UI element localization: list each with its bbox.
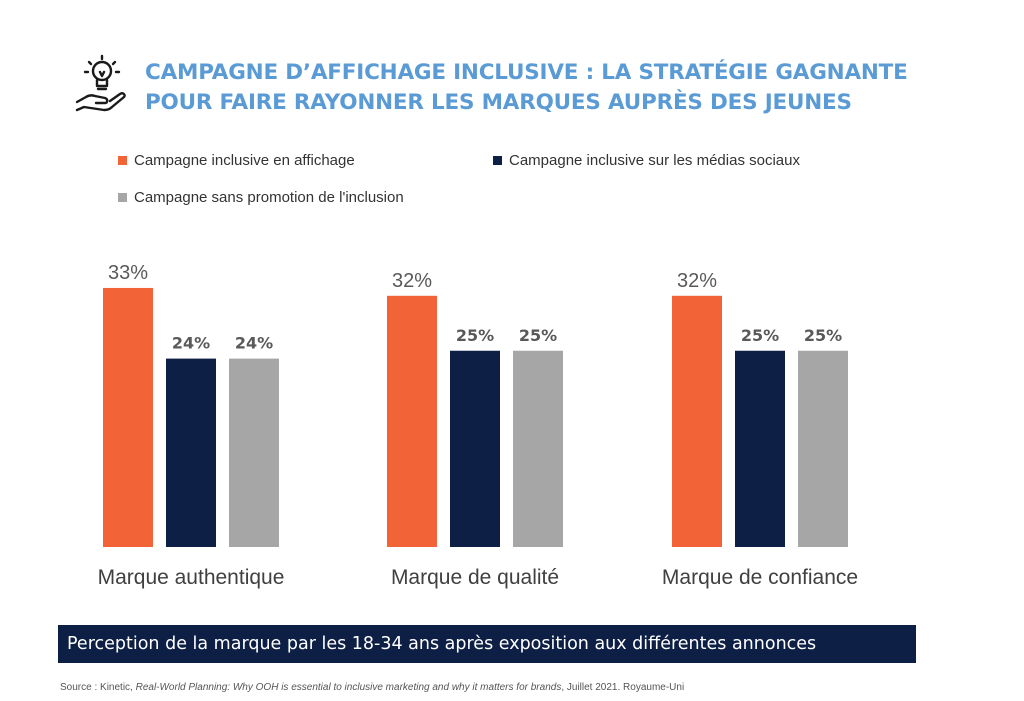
bar-qualite-affichage [387,295,437,547]
legend-swatch-sans-promotion [118,193,127,202]
title-line-1: CAMPAGNE D’AFFICHAGE INCLUSIVE : LA STRA… [145,60,908,85]
chart-title: CAMPAGNE D’AFFICHAGE INCLUSIVE : LA STRA… [145,58,965,118]
data-label-confiance-sans-promotion: 25% [804,326,842,345]
data-label-qualite-medias-sociaux: 25% [456,326,494,345]
data-label-confiance-affichage: 32% [677,270,717,292]
legend-label-sans-promotion: Campagne sans promotion de l'inclusion [134,189,404,206]
legend-swatch-medias-sociaux [493,156,502,165]
lightbulb-in-hand-icon [75,54,126,112]
legend-item-medias-sociaux: Campagne inclusive sur les médias sociau… [493,152,800,169]
source-suffix: , Juillet 2021. Royaume-Uni [561,682,685,693]
chart-caption-banner: Perception de la marque par les 18-34 an… [58,625,916,663]
bar-authentique-sans-promotion [229,358,279,547]
category-label-confiance: Marque de confiance [662,566,858,589]
source-title: Real-World Planning: Why OOH is essentia… [135,682,562,693]
data-label-qualite-affichage: 32% [392,270,432,292]
legend-item-sans-promotion: Campagne sans promotion de l'inclusion [118,189,404,206]
bar-authentique-affichage [103,287,153,547]
bar-qualite-sans-promotion [513,350,563,547]
bar-qualite-medias-sociaux [450,350,500,547]
bar-confiance-affichage [672,295,722,547]
data-label-authentique-sans-promotion: 24% [235,334,273,353]
bar-confiance-medias-sociaux [735,350,785,547]
title-line-2: POUR FAIRE RAYONNER LES MARQUES AUPRÈS D… [145,90,852,115]
category-label-authentique: Marque authentique [98,566,285,589]
bar-authentique-medias-sociaux [166,358,216,547]
category-label-qualite: Marque de qualité [391,566,559,589]
data-label-authentique-medias-sociaux: 24% [172,334,210,353]
legend-swatch-affichage [118,156,127,165]
source-note: Source : Kinetic, Real-World Planning: W… [60,682,960,693]
legend: Campagne inclusive en affichage Campagne… [118,152,918,212]
bar-confiance-sans-promotion [798,350,848,547]
bar-chart: 33% 24% 24% Marque authentique 32% 25% 25% Marq… [98,262,858,589]
legend-item-affichage: Campagne inclusive en affichage [118,152,355,169]
source-prefix: Source : Kinetic, [60,682,136,693]
data-label-qualite-sans-promotion: 25% [519,326,557,345]
data-label-confiance-medias-sociaux: 25% [741,326,779,345]
data-label-authentique-affichage: 33% [108,262,148,284]
legend-label-affichage: Campagne inclusive en affichage [134,152,355,169]
legend-label-medias-sociaux: Campagne inclusive sur les médias sociau… [509,152,800,169]
